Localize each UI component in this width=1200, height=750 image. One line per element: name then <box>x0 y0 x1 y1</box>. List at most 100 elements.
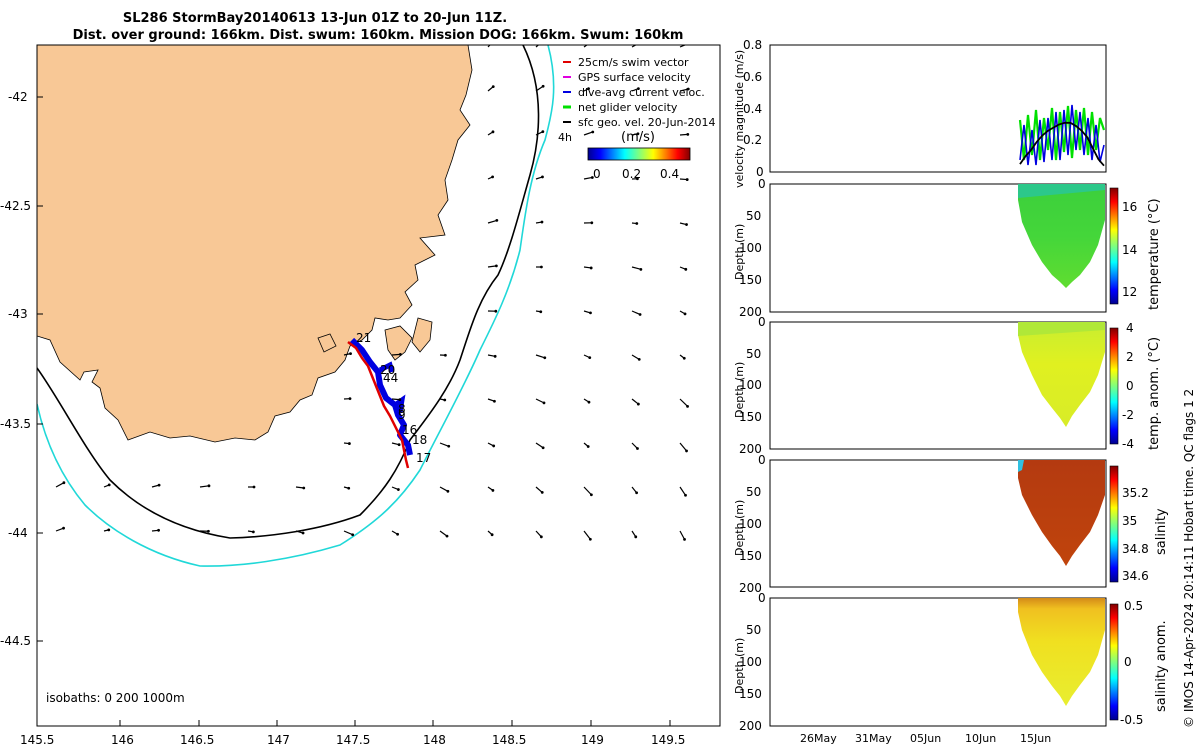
temp-anom-field <box>1018 322 1105 427</box>
velocity-arrow-head <box>539 535 543 539</box>
velocity-arrow-head <box>491 130 495 134</box>
velocity-data <box>1018 104 1106 167</box>
velocity-arrow <box>487 265 497 268</box>
velocity-arrow-head <box>443 353 447 357</box>
tanom-ytick-1: 50 <box>746 347 761 361</box>
tanom-colorbar <box>1109 327 1119 445</box>
temp-anom-panel: 0 50 100 150 200 Depth (m) -4 -2 0 2 4 t… <box>733 315 1162 456</box>
velocity-arrow-head <box>634 535 638 539</box>
temp-anom-surface-band <box>1018 322 1105 336</box>
velocity-arrow-head <box>586 445 590 448</box>
velocity-arrow-head <box>635 177 639 181</box>
velocity-arrow <box>535 45 540 48</box>
velocity-arrow-head <box>491 489 495 492</box>
velocity-arrow-head <box>494 264 498 268</box>
map-colorbar-tick-0: 0 <box>593 167 601 181</box>
velocity-arrow-head <box>495 219 499 222</box>
velocity-arrow <box>391 353 401 356</box>
velocity-frame <box>769 44 1107 173</box>
time-scale-label: 4h <box>558 131 572 144</box>
velocity-arrow-head <box>540 220 544 224</box>
velocity-arrow <box>679 88 689 92</box>
track-label-9: 9 <box>398 408 406 422</box>
velocity-arrow-head <box>447 444 451 448</box>
velocity-arrow-head <box>685 223 688 226</box>
temp-ytick-4: 200 <box>739 305 762 319</box>
track-label-44: 44 <box>383 371 398 385</box>
velocity-arrow-head <box>639 267 643 271</box>
velocity-arrow-head <box>686 404 689 408</box>
island-forestier <box>411 317 433 353</box>
map-xtick-6: 148.5 <box>492 733 526 747</box>
temp-cbar-tick-1: 14 <box>1122 243 1137 257</box>
velocity-arrow <box>535 398 545 404</box>
velocity-arrow-head <box>589 266 593 270</box>
map-ytick-3: -43.5 <box>0 417 31 431</box>
velocity-arrow <box>631 310 641 316</box>
map-xtick-4: 147.5 <box>336 733 370 747</box>
velocity-arrow-head <box>588 356 592 360</box>
track-label-16: 16 <box>402 423 417 437</box>
velocity-arrow-head <box>348 397 352 401</box>
temp-cbar-tick-0: 12 <box>1122 285 1137 299</box>
map-xtick-5: 148 <box>423 733 446 747</box>
tanom-ytick-2: 100 <box>739 378 762 392</box>
velocity-arrow-head <box>349 352 352 356</box>
sanom-ytick-2: 100 <box>739 655 762 669</box>
velocity-arrow-head <box>396 532 400 536</box>
velocity-arrow <box>583 486 592 496</box>
sal-ytick-0: 0 <box>758 453 766 467</box>
temp-cbar-label: temperature (°C) <box>1147 198 1162 310</box>
velocity-arrow-head <box>493 354 497 358</box>
map-xtick-0: 145.5 <box>20 733 54 747</box>
track-label-8: 8 <box>398 402 406 416</box>
velocity-arrow-head <box>492 444 496 448</box>
velocity-arrow-head <box>207 484 211 488</box>
velocity-arrow-head <box>588 537 592 541</box>
sanom-colorbar <box>1109 603 1119 721</box>
velocity-arrow-head <box>347 486 351 490</box>
map-ytick-1: -42.5 <box>0 199 31 213</box>
velocity-arrow-head <box>491 175 494 179</box>
map-xtick-2: 146.5 <box>180 733 214 747</box>
sal-anom-field <box>1018 598 1105 706</box>
map-ytick-5: -44.5 <box>0 634 31 648</box>
map-colorbar-tick-1: 0.2 <box>622 167 641 181</box>
velocity-arrow-head <box>687 42 690 45</box>
velocity-arrow-head <box>636 132 640 136</box>
map-colorbar <box>587 147 691 161</box>
tanom-ytick-4: 200 <box>739 442 762 456</box>
velocity-arrow-head <box>541 446 545 450</box>
velocity-arrow-head <box>398 352 402 356</box>
velocity-arrow-head <box>491 85 495 89</box>
island-small <box>317 333 337 353</box>
velocity-arrow <box>439 486 449 492</box>
sanom-ytick-0: 0 <box>758 591 766 605</box>
sfc-geo-velocity-line <box>1019 121 1105 167</box>
velocity-arrow-head <box>493 399 496 403</box>
velocity-arrow-head <box>542 401 546 405</box>
temp-ytick-3: 150 <box>739 273 762 287</box>
track-label-17: 17 <box>416 451 431 465</box>
velocity-arrow <box>679 442 687 452</box>
velocity-arrow <box>679 486 687 496</box>
velocity-arrow-head <box>445 534 449 538</box>
velocity-arrow-head <box>589 311 592 315</box>
tanom-cbar-tick-0: -4 <box>1122 437 1134 451</box>
velocity-arrow <box>583 530 591 540</box>
legend-sfc: sfc geo. vel. 20-Jun-2014 <box>578 116 715 129</box>
vel-ytick-4: 0.8 <box>743 38 762 52</box>
sal-ytick-4: 200 <box>739 581 762 595</box>
velocity-arrow-head <box>252 485 256 489</box>
velocity-arrow-head <box>251 530 255 534</box>
surface-velocity-arrows <box>55 42 690 541</box>
sal-ytick-3: 150 <box>739 549 762 563</box>
velocity-arrow-head <box>635 491 638 495</box>
velocity-arrow-head <box>589 493 593 497</box>
legend-swim: 25cm/s swim vector <box>578 56 689 69</box>
sal-cbar-tick-2: 35 <box>1122 514 1137 528</box>
velocity-arrow-head <box>636 447 639 450</box>
temp-cbar-tick-2: 16 <box>1122 200 1137 214</box>
time-tick-0: 26May <box>800 732 837 745</box>
sanom-cbar-label: salinity anom. <box>1154 620 1169 712</box>
